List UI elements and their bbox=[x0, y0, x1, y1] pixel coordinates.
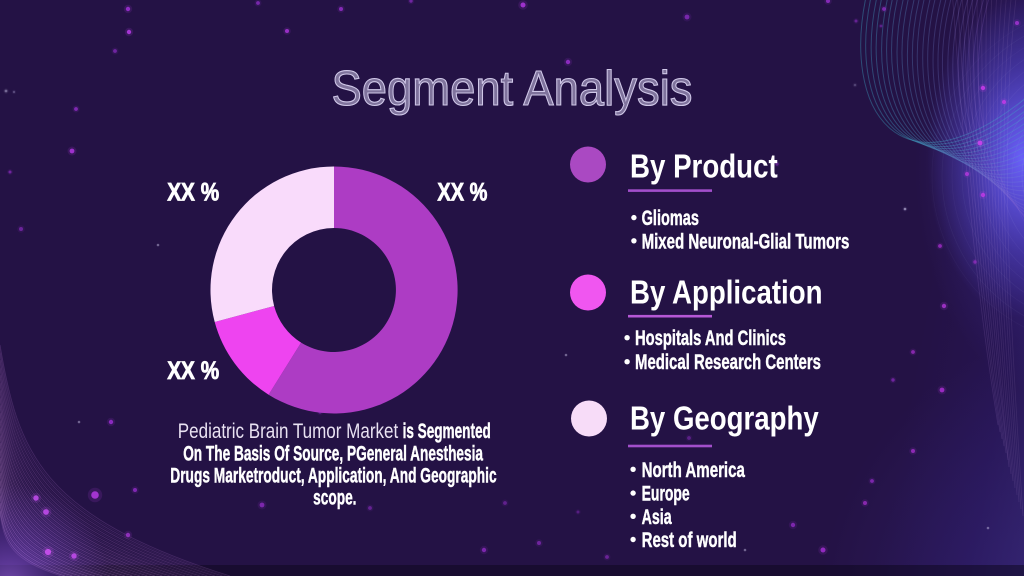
svg-text:Drugs Marketroduct, Applicatio: Drugs Marketroduct, Application, And Geo… bbox=[170, 465, 497, 488]
svg-text:Mixed Neuronal-Glial Tumors: Mixed Neuronal-Glial Tumors bbox=[642, 230, 850, 253]
svg-text:North America: North America bbox=[642, 459, 746, 482]
svg-text:Europe: Europe bbox=[642, 483, 690, 506]
svg-text:Segment Analysis: Segment Analysis bbox=[332, 62, 693, 116]
svg-text:XX %: XX % bbox=[167, 357, 219, 385]
svg-text:Hospitals And Clinics: Hospitals And Clinics bbox=[635, 327, 786, 350]
svg-text:Medical Research Centers: Medical Research Centers bbox=[635, 351, 821, 374]
svg-text:By Application: By Application bbox=[630, 274, 823, 311]
svg-text:By Product: By Product bbox=[630, 149, 778, 186]
svg-text:Rest of world: Rest of world bbox=[642, 529, 737, 552]
svg-text:XX %: XX % bbox=[167, 179, 219, 207]
svg-text:Gliomas: Gliomas bbox=[642, 207, 699, 230]
svg-text:On The Basis Of Source, PGener: On The Basis Of Source, PGeneral Anesthe… bbox=[183, 443, 483, 466]
svg-text:scope.: scope. bbox=[313, 486, 356, 509]
svg-text:XX %: XX % bbox=[437, 179, 487, 207]
svg-text:Pediatric Brain Tumor Market: Pediatric Brain Tumor Market bbox=[178, 420, 399, 443]
svg-text:Asia: Asia bbox=[642, 506, 672, 529]
svg-text:By Geography: By Geography bbox=[630, 401, 819, 438]
svg-text:is Segmented: is Segmented bbox=[403, 420, 491, 443]
